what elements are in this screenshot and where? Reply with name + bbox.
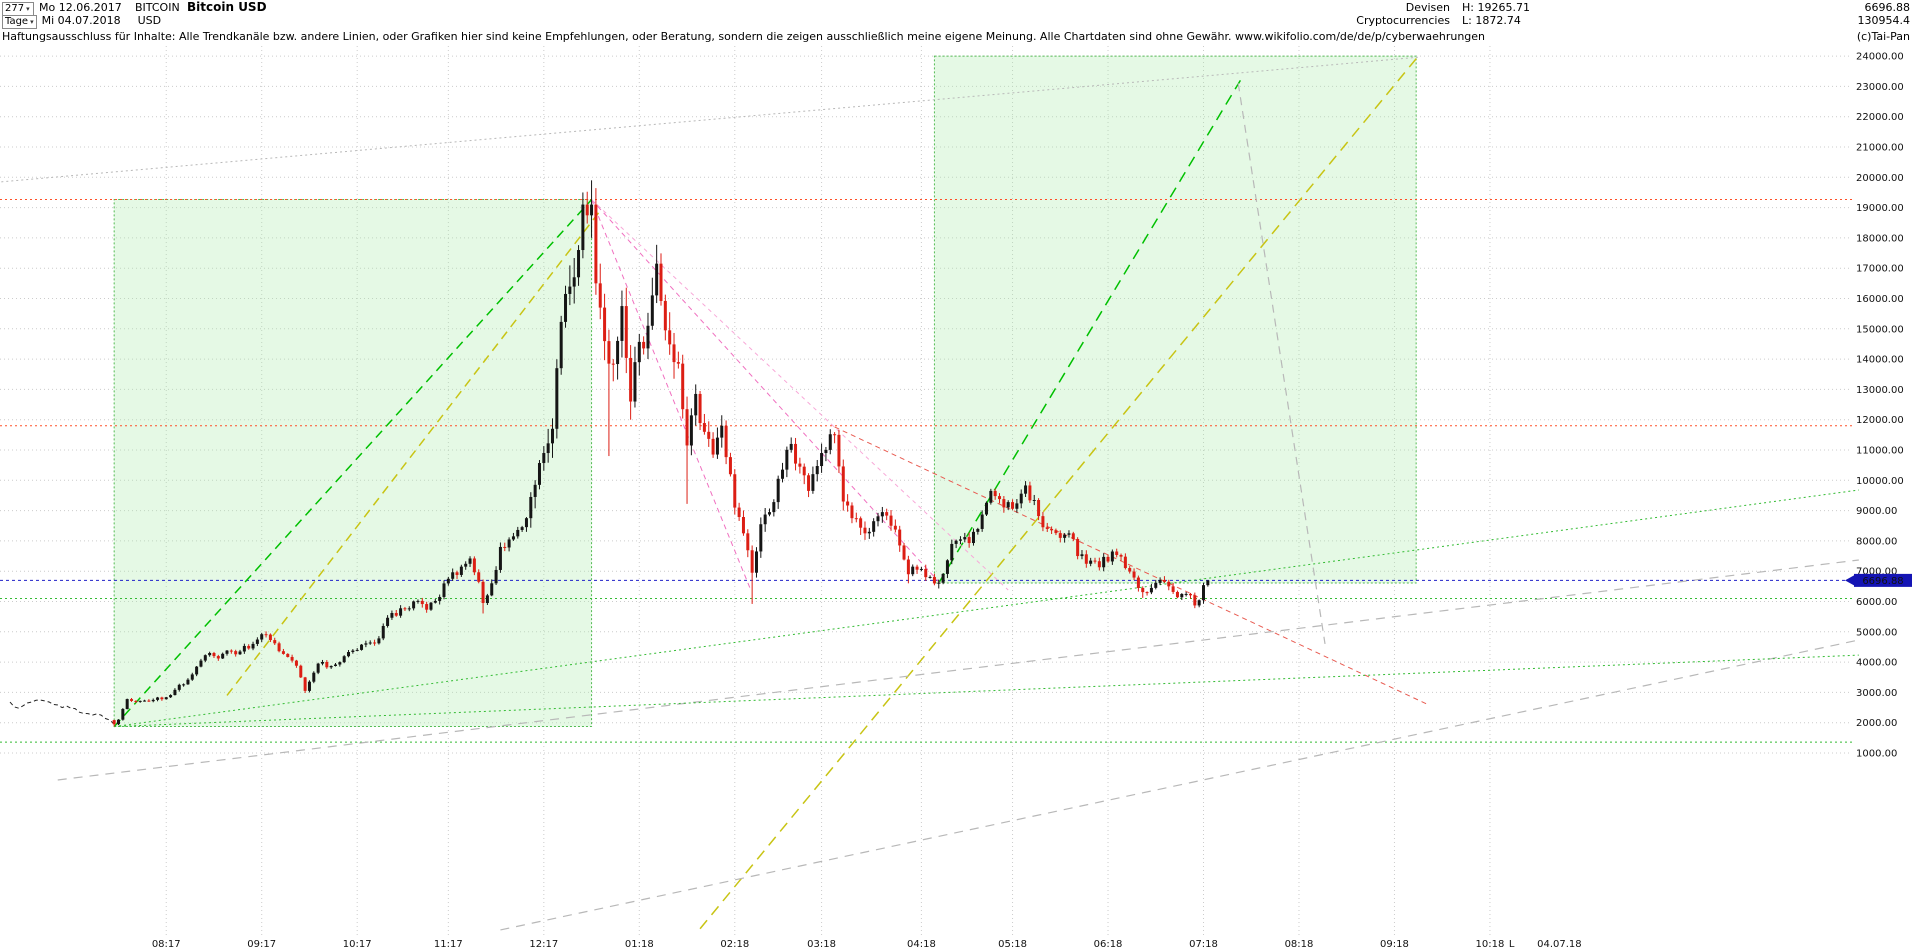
trend-channel-boxes[interactable] xyxy=(113,55,1417,728)
svg-text:24000.00: 24000.00 xyxy=(1856,52,1904,63)
disclaimer-text: Haftungsausschluss für Inhalte: Alle Tre… xyxy=(2,30,1486,43)
category-label-1: Devisen xyxy=(1405,1,1450,14)
svg-text:06:18: 06:18 xyxy=(1094,939,1123,950)
svg-text:3000.00: 3000.00 xyxy=(1856,688,1897,699)
toolbar-left: 277 ▾ Mo 12.06.2017 BITCOIN Bitcoin USD Tage… xyxy=(2,0,267,29)
svg-text:7000.00: 7000.00 xyxy=(1856,567,1897,578)
svg-text:17000.00: 17000.00 xyxy=(1856,264,1904,275)
category-label-2: Cryptocurrencies xyxy=(1356,14,1450,27)
svg-text:11000.00: 11000.00 xyxy=(1856,446,1904,457)
chart-start-date: Mo 12.06.2017 xyxy=(39,1,122,14)
svg-text:15000.00: 15000.00 xyxy=(1856,324,1904,335)
last-price-badge: 6696.88 xyxy=(1845,573,1912,587)
svg-text:12000.00: 12000.00 xyxy=(1856,415,1904,426)
svg-text:6696.88: 6696.88 xyxy=(1862,576,1903,587)
svg-text:05:18: 05:18 xyxy=(998,939,1027,950)
svg-text:04.07.18: 04.07.18 xyxy=(1537,939,1582,950)
period-high-label: H: 19265.71 xyxy=(1462,1,1530,14)
symbol-code: BITCOIN xyxy=(135,1,180,14)
svg-text:10:17: 10:17 xyxy=(343,939,372,950)
volume-value: 130954.4 xyxy=(1857,14,1911,27)
caret-down-icon: ▾ xyxy=(26,5,30,13)
disclaimer-row: Haftungsausschluss für Inhalte: Alle Tre… xyxy=(2,30,1910,44)
last-price-value: 6696.88 xyxy=(1864,1,1911,14)
svg-text:08:17: 08:17 xyxy=(152,939,181,950)
candles-layer xyxy=(112,180,1210,727)
svg-text:16000.00: 16000.00 xyxy=(1856,294,1904,305)
svg-text:20000.00: 20000.00 xyxy=(1856,173,1904,184)
svg-text:22000.00: 22000.00 xyxy=(1856,112,1904,123)
svg-text:9000.00: 9000.00 xyxy=(1856,506,1897,517)
period-value: Tage xyxy=(5,16,29,27)
pre-candles-line xyxy=(9,699,115,725)
toolbar: 277 ▾ Mo 12.06.2017 BITCOIN Bitcoin USD Tage… xyxy=(0,0,1912,29)
svg-text:09:17: 09:17 xyxy=(247,939,276,950)
svg-text:23000.00: 23000.00 xyxy=(1856,82,1904,93)
svg-text:4000.00: 4000.00 xyxy=(1856,658,1897,669)
period-dropdown[interactable]: Tage ▾ xyxy=(2,15,37,29)
svg-text:07:18: 07:18 xyxy=(1189,939,1218,950)
svg-text:L: L xyxy=(1509,939,1515,950)
period-low-label: L: 1872.74 xyxy=(1462,14,1521,27)
svg-text:19000.00: 19000.00 xyxy=(1856,203,1904,214)
price-axis-labels: 1000.00 2000.00 3000.00 4000.00 5000.00 6000.… xyxy=(1856,52,1904,760)
svg-text:21000.00: 21000.00 xyxy=(1856,143,1904,154)
svg-text:02:18: 02:18 xyxy=(720,939,749,950)
svg-text:18000.00: 18000.00 xyxy=(1856,233,1904,244)
grid-layer xyxy=(0,46,1852,938)
svg-text:08:18: 08:18 xyxy=(1285,939,1314,950)
time-axis-labels: 08:17 09:17 10:17 11:17 12:17 01:18 02:18 03:18… xyxy=(152,939,1582,950)
chart-end-date: Mi 04.07.2018 xyxy=(41,14,121,27)
chart-title: Bitcoin USD xyxy=(187,0,267,14)
svg-text:1000.00: 1000.00 xyxy=(1856,749,1897,760)
svg-text:8000.00: 8000.00 xyxy=(1856,536,1897,547)
svg-text:5000.00: 5000.00 xyxy=(1856,627,1897,638)
svg-text:12:17: 12:17 xyxy=(529,939,558,950)
toolbar-right: Devisen H: 19265.71 6696.88 Cryptocurren… xyxy=(1310,1,1910,27)
currency-code: USD xyxy=(137,14,162,27)
svg-text:13000.00: 13000.00 xyxy=(1856,385,1904,396)
copyright-label: (c)Tai-Pan xyxy=(1856,30,1910,43)
svg-text:14000.00: 14000.00 xyxy=(1856,355,1904,366)
svg-text:03:18: 03:18 xyxy=(807,939,836,950)
svg-text:11:17: 11:17 xyxy=(434,939,463,950)
svg-text:01:18: 01:18 xyxy=(625,939,654,950)
svg-text:10:18: 10:18 xyxy=(1476,939,1505,950)
svg-text:2000.00: 2000.00 xyxy=(1856,718,1897,729)
caret-down-icon: ▾ xyxy=(30,18,34,26)
svg-text:6000.00: 6000.00 xyxy=(1856,597,1897,608)
bars-count-value: 277 xyxy=(5,3,25,14)
svg-text:10000.00: 10000.00 xyxy=(1856,476,1904,487)
svg-text:04:18: 04:18 xyxy=(907,939,936,950)
trendlines-layer[interactable] xyxy=(1,55,1859,931)
svg-text:09:18: 09:18 xyxy=(1380,939,1409,950)
